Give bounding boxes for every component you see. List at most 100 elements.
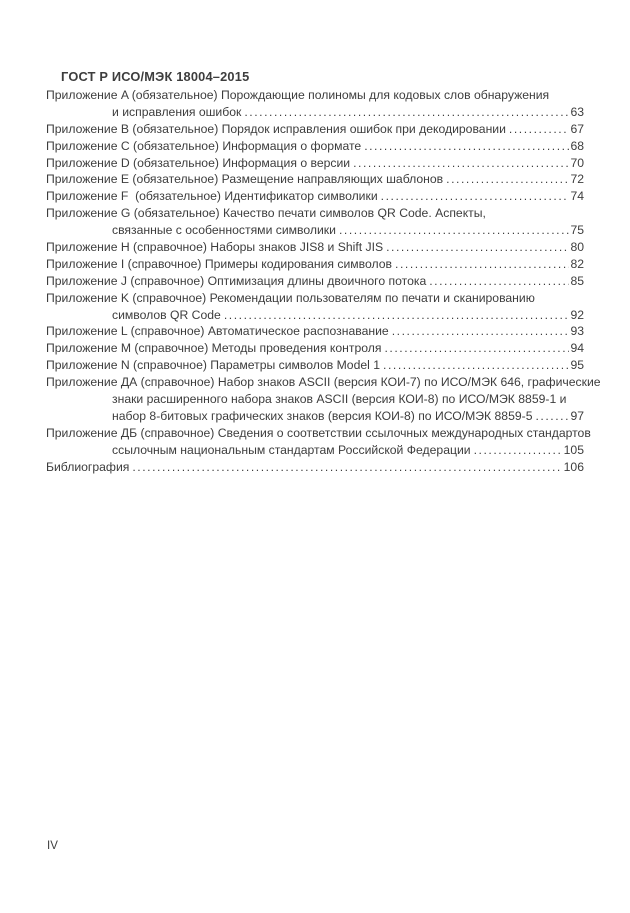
toc-entry-text: Приложение C (обязательное) Информация о… [46,138,362,153]
toc-entry-line: Приложение ДБ (справочное) Сведения о со… [46,425,591,442]
dot-leader [386,239,569,256]
toc-entry-text: Библиография [46,459,130,474]
document-footer: IV [47,838,58,854]
toc-entry-line: Приложение F (обязательное) Идентификато… [46,188,584,205]
toc-entry: Приложение K (справочное) Рекомендации п… [46,290,584,324]
toc-entry-text: Приложение M (справочное) Методы проведе… [46,341,382,356]
toc-entry: Приложение G (обязательное) Качество печ… [46,205,584,239]
toc-entry-line: Приложение ДА (справочное) Набор знаков … [46,374,601,391]
toc-entry-line: Приложение B (обязательное) Порядок испр… [46,121,584,138]
toc-entry-line: Приложение A (обязательное) Порождающие … [46,87,584,104]
table-of-contents: Приложение A (обязательное) Порождающие … [46,87,601,476]
dot-leader [392,323,570,340]
dot-leader [535,408,569,425]
toc-entry: Приложение H (справочное) Наборы знаков … [46,239,584,256]
dot-leader [429,273,569,290]
dot-leader [383,357,569,374]
toc-entry-page-number: 97 [570,408,584,423]
toc-entry-text: символов QR Code [112,307,221,322]
toc-entry-page-number: 63 [570,104,584,119]
standard-designation: ГОСТ Р ИСО/МЭК 18004–2015 [61,69,250,84]
toc-entry-text: связанные с особенностями символики [112,223,336,238]
toc-entry-text: набор 8-битовых графических знаков (верс… [112,408,533,423]
toc-entry-line: Приложение M (справочное) Методы проведе… [46,340,584,357]
dot-leader [364,138,569,155]
toc-entry-line: знаки расширенного набора знаков ASCII (… [46,391,584,408]
toc-entry-page-number: 67 [570,121,584,136]
toc-entry-text: ссылочным национальным стандартам Россий… [112,442,471,457]
toc-entry-page-number: 95 [570,358,584,373]
dot-leader [446,171,569,188]
toc-entry-line: Приложение D (обязательное) Информация о… [46,155,584,172]
toc-entry-text: Приложение F (обязательное) Идентификато… [46,189,378,204]
toc-entry-line: Приложение G (обязательное) Качество печ… [46,205,584,222]
toc-entry-page-number: 85 [570,273,584,288]
toc-entry-line: Библиография 106 [46,459,584,476]
toc-entry-text: знаки расширенного набора знаков ASCII (… [112,392,567,407]
toc-entry-line: Приложение I (справочное) Примеры кодиро… [46,256,584,273]
dot-leader [385,340,570,357]
toc-entry-text: Приложение H (справочное) Наборы знаков … [46,240,384,255]
dot-leader [132,459,562,476]
toc-entry: Приложение ДБ (справочное) Сведения о со… [46,425,591,459]
toc-entry-line: Приложение H (справочное) Наборы знаков … [46,239,584,256]
dot-leader [224,307,570,324]
page-number: IV [47,840,58,852]
toc-entry-line: Приложение N (справочное) Параметры симв… [46,357,584,374]
toc-entry-page-number: 106 [563,459,584,474]
toc-entry-page-number: 80 [570,240,584,255]
toc-entry-page-number: 82 [570,256,584,271]
toc-entry-text: Приложение N (справочное) Параметры симв… [46,358,381,373]
document-header: ГОСТ Р ИСО/МЭК 18004–2015 [46,53,249,101]
toc-entry-text: Приложение E (обязательное) Размещение н… [46,172,444,187]
dot-leader [381,188,570,205]
toc-entry: Приложение F (обязательное) Идентификато… [46,188,584,205]
toc-entry-line: Приложение L (справочное) Автоматическое… [46,323,584,340]
toc-entry: Приложение ДА (справочное) Набор знаков … [46,374,601,425]
toc-entry-text: Приложение J (справочное) Оптимизация дл… [46,273,427,288]
dot-leader [509,121,570,138]
toc-entry-line: связанные с особенностями символики 75 [46,222,584,239]
toc-entry-text: Приложение L (справочное) Автоматическое… [46,324,389,339]
toc-entry-text: Приложение K (справочное) Рекомендации п… [46,290,535,305]
toc-entry-page-number: 74 [570,189,584,204]
toc-entry: Приложение A (обязательное) Порождающие … [46,87,584,121]
dot-leader [244,104,569,121]
toc-entry-text: Приложение ДБ (справочное) Сведения о со… [46,425,591,440]
toc-entry: Приложение M (справочное) Методы проведе… [46,340,584,357]
toc-entry: Приложение B (обязательное) Порядок испр… [46,121,584,138]
toc-entry-line: Приложение C (обязательное) Информация о… [46,138,584,155]
toc-entry: Приложение C (обязательное) Информация о… [46,138,584,155]
toc-entry-line: символов QR Code 92 [46,307,584,324]
toc-entry-line: Приложение E (обязательное) Размещение н… [46,171,584,188]
toc-entry-text: Приложение D (обязательное) Информация о… [46,155,351,170]
toc-entry: Приложение I (справочное) Примеры кодиро… [46,256,584,273]
toc-entry: Библиография 106 [46,459,584,476]
toc-entry: Приложение J (справочное) Оптимизация дл… [46,273,584,290]
toc-entry-page-number: 105 [563,442,584,457]
toc-entry-page-number: 94 [570,341,584,356]
toc-entry-text: и исправления ошибок [112,104,242,119]
toc-entry: Приложение N (справочное) Параметры симв… [46,357,584,374]
toc-entry-page-number: 70 [570,155,584,170]
toc-entry-line: набор 8-битовых графических знаков (верс… [46,408,584,425]
toc-entry-text: Приложение B (обязательное) Порядок испр… [46,121,506,136]
toc-entry-line: и исправления ошибок 63 [46,104,584,121]
toc-entry-text: Приложение I (справочное) Примеры кодиро… [46,256,393,271]
toc-entry-page-number: 75 [570,223,584,238]
toc-entry: Приложение E (обязательное) Размещение н… [46,171,584,188]
dot-leader [339,222,569,239]
toc-entry-page-number: 93 [570,324,584,339]
dot-leader [474,442,563,459]
toc-entry-page-number: 68 [570,138,584,153]
toc-entry-line: Приложение J (справочное) Оптимизация дл… [46,273,584,290]
toc-entry-text: Приложение G (обязательное) Качество печ… [46,206,486,221]
toc-entry-page-number: 92 [570,307,584,322]
toc-entry-line: Приложение K (справочное) Рекомендации п… [46,290,584,307]
toc-entry: Приложение D (обязательное) Информация о… [46,155,584,172]
toc-entry: Приложение L (справочное) Автоматическое… [46,323,584,340]
dot-leader [353,155,569,172]
toc-entry-text: Приложение ДА (справочное) Набор знаков … [46,375,601,390]
dot-leader [395,256,569,273]
